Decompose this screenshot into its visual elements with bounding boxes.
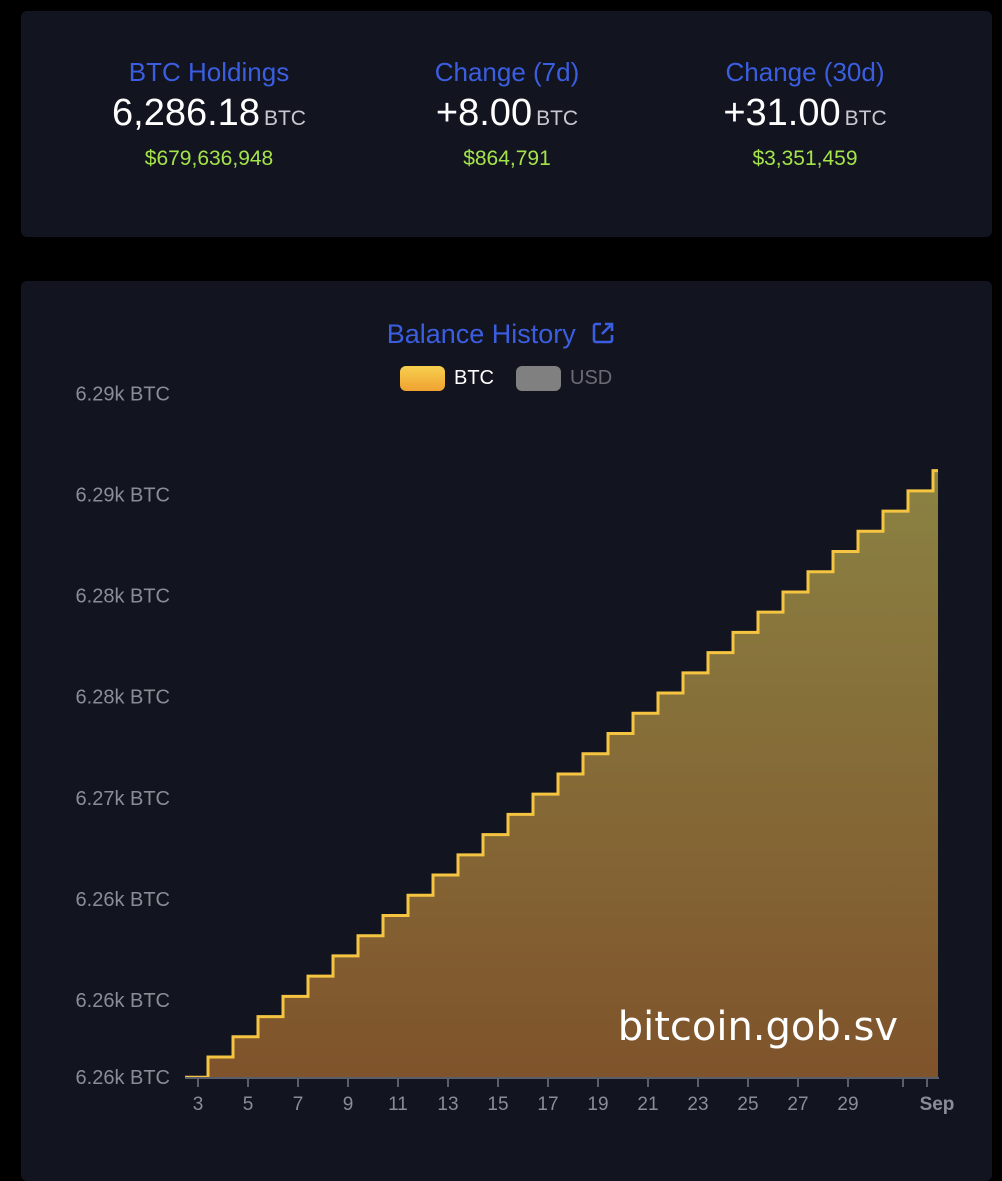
x-tick-label: 9 xyxy=(343,1094,354,1115)
stat-holdings: BTC Holdings 6,286.18 BTC $679,636,948 xyxy=(59,57,359,173)
x-tick-label: 19 xyxy=(587,1094,608,1115)
stat-label: Change (30d) xyxy=(725,57,885,87)
x-tick-label: 7 xyxy=(293,1094,304,1115)
stat-change-30d: Change (30d) +31.00 BTC $3,351,459 xyxy=(655,57,955,173)
legend-item-btc[interactable]: BTC xyxy=(400,366,494,391)
stats-card: BTC Holdings 6,286.18 BTC $679,636,948 Ch… xyxy=(21,11,992,237)
chart-title-text[interactable]: Balance History xyxy=(386,319,576,349)
balance-chart: 6.29k BTC 6.29k BTC 6.28k BTC 6.28k BTC 6.27… xyxy=(76,383,955,1115)
stat-value: +31.00 xyxy=(723,92,841,134)
chart-title[interactable]: Balance History xyxy=(0,319,1002,350)
y-tick-label: 6.26k BTC xyxy=(76,889,170,911)
x-tick-label: 13 xyxy=(437,1094,458,1115)
stat-label: BTC Holdings xyxy=(128,57,290,87)
stat-change-7d: Change (7d) +8.00 BTC $864,791 xyxy=(357,57,657,173)
x-tick-label: 15 xyxy=(487,1094,508,1115)
y-tick-label: 6.29k BTC xyxy=(76,383,170,405)
watermark: bitcoin.gob.sv xyxy=(618,1004,898,1050)
stat-value: 6,286.18 xyxy=(112,92,260,134)
x-tick-label: 11 xyxy=(388,1094,408,1115)
y-tick-label: 6.29k BTC xyxy=(76,485,170,507)
stat-usd: $3,351,459 xyxy=(752,147,858,170)
external-link-icon[interactable] xyxy=(591,321,615,345)
x-tick-label: 17 xyxy=(537,1094,558,1115)
y-tick-label: 6.28k BTC xyxy=(76,586,170,608)
stat-unit: BTC xyxy=(263,107,306,130)
y-tick-label: 6.26k BTC xyxy=(76,1067,170,1089)
x-tick-label: 27 xyxy=(787,1094,808,1115)
legend-swatch-usd xyxy=(516,366,561,391)
stat-usd: $864,791 xyxy=(463,147,551,170)
stat-usd: $679,636,948 xyxy=(144,147,274,170)
stat-label: Change (7d) xyxy=(434,57,580,87)
legend-item-usd[interactable]: USD xyxy=(516,366,612,391)
stat-unit: BTC xyxy=(536,107,579,130)
legend-label-btc: BTC xyxy=(454,367,494,389)
stat-unit: BTC xyxy=(844,107,887,130)
legend-swatch-btc xyxy=(400,366,445,391)
x-tick-label: Sep xyxy=(920,1094,955,1115)
x-tick-label: 3 xyxy=(193,1094,204,1115)
x-tick-label: 23 xyxy=(687,1094,708,1115)
stat-value: +8.00 xyxy=(435,92,533,134)
x-tick-label: 25 xyxy=(737,1094,758,1115)
y-tick-label: 6.26k BTC xyxy=(76,990,170,1012)
x-tick-label: 21 xyxy=(637,1094,658,1115)
x-tick-label: 5 xyxy=(243,1094,254,1115)
balance-line xyxy=(185,469,938,1079)
legend-label-usd: USD xyxy=(570,367,613,389)
y-tick-label: 6.28k BTC xyxy=(76,687,170,709)
x-tick-label: 29 xyxy=(837,1094,858,1115)
y-tick-label: 6.27k BTC xyxy=(76,788,170,810)
